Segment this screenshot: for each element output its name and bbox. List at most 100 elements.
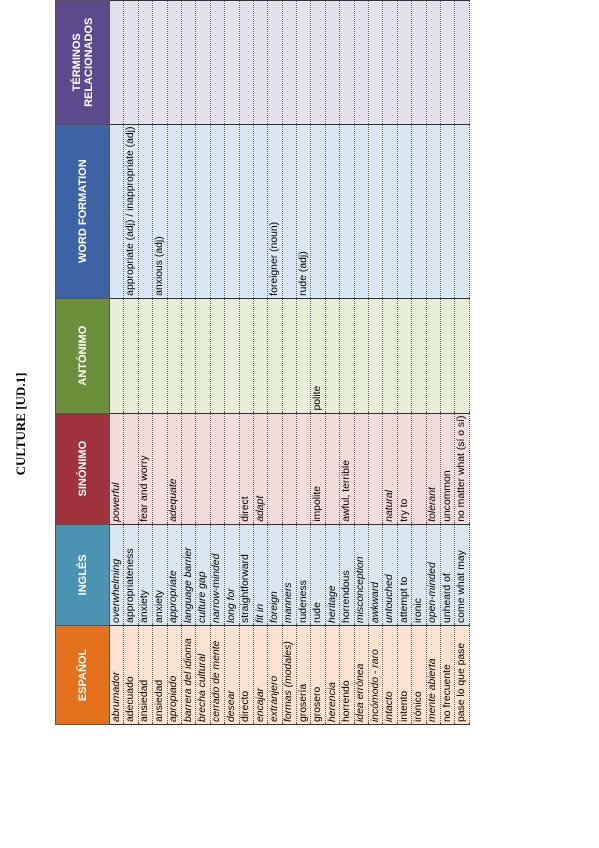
cell-ingles: rudeness (296, 524, 311, 626)
table-row: no frecuente unheard of uncommon (440, 0, 455, 725)
cell-sinonimo: fear and worry (138, 413, 153, 525)
cell-sinonimo (354, 413, 369, 525)
cell-terminos (282, 0, 297, 125)
cell-terminos (454, 0, 470, 125)
header-terminos-relacionados: TÉRMINOS RELACIONADOS (55, 0, 110, 125)
cell-sinonimo: no matter what (sí o sí) (454, 413, 470, 525)
cell-sinonimo (267, 413, 283, 525)
cell-ingles: untouched (382, 524, 398, 626)
cell-ingles: foreign (267, 524, 283, 626)
cell-sinonimo (368, 413, 383, 525)
cell-sinonimo: adequate (167, 413, 182, 525)
cell-word-formation (440, 124, 455, 299)
cell-antonimo (397, 298, 412, 414)
cell-antonimo (267, 298, 283, 414)
cell-word-formation (195, 124, 211, 299)
cell-terminos (382, 0, 398, 125)
cell-word-formation: foreigner (noun) (267, 124, 283, 299)
cell-word-formation (239, 124, 254, 299)
cell-word-formation (109, 124, 124, 299)
cell-sinonimo: uncommon (440, 413, 455, 525)
table-header-row: ESPAÑOL INGLÉS SINÓNIMO ANTÓNIMO WORD FO… (55, 0, 110, 725)
cell-antonimo (325, 298, 340, 414)
table-row: ansiedad anxiety fear and worry (138, 0, 153, 725)
cell-word-formation (339, 124, 355, 299)
cell-espanol: apropiado (167, 625, 182, 725)
cell-sinonimo: adapt (253, 413, 268, 525)
cell-word-formation (382, 124, 398, 299)
cell-ingles: fit in (253, 524, 268, 626)
cell-sinonimo (152, 413, 168, 525)
cell-antonimo (123, 298, 139, 414)
cell-sinonimo (195, 413, 211, 525)
cell-antonimo (339, 298, 355, 414)
cell-antonimo (282, 298, 297, 414)
cell-terminos (368, 0, 383, 125)
cell-espanol: barrera del idioma (181, 625, 196, 725)
cell-espanol: abrumador (109, 625, 124, 725)
cell-word-formation: rude (adj) (296, 124, 311, 299)
cell-terminos (224, 0, 240, 125)
vocabulary-table: ESPAÑOL INGLÉS SINÓNIMO ANTÓNIMO WORD FO… (55, 0, 470, 725)
cell-antonimo (109, 298, 124, 414)
cell-word-formation (354, 124, 369, 299)
cell-sinonimo (411, 413, 427, 525)
cell-ingles: narrow-minded (210, 524, 225, 626)
cell-espanol: cerrado de mente (210, 625, 225, 725)
table-row: encajar fit in adapt (253, 0, 268, 725)
cell-terminos (339, 0, 355, 125)
cell-antonimo (411, 298, 427, 414)
cell-ingles: long for (224, 524, 240, 626)
table-row: idea errónea misconception (354, 0, 369, 725)
table-row: desear long for (224, 0, 240, 725)
cell-sinonimo (224, 413, 240, 525)
cell-word-formation (138, 124, 153, 299)
cell-espanol: intento (397, 625, 412, 725)
cell-word-formation (224, 124, 240, 299)
header-sinonimo: SINÓNIMO (55, 413, 110, 525)
cell-terminos (152, 0, 168, 125)
cell-antonimo (382, 298, 398, 414)
table-row: mente abierta open-minded tolerant (426, 0, 441, 725)
table-row: directo straightforward direct (239, 0, 254, 725)
cell-espanol: no frecuente (440, 625, 455, 725)
cell-ingles: misconception (354, 524, 369, 626)
cell-espanol: formas (modales) (282, 625, 297, 725)
cell-antonimo (167, 298, 182, 414)
cell-espanol: irónico (411, 625, 427, 725)
cell-ingles: come what may (454, 524, 470, 626)
cell-terminos (253, 0, 268, 125)
cell-terminos (426, 0, 441, 125)
cell-terminos (138, 0, 153, 125)
cell-espanol: desear (224, 625, 240, 725)
table-row: grosería rudeness rude (adj) (296, 0, 311, 725)
cell-sinonimo: tolerant (426, 413, 441, 525)
cell-word-formation (397, 124, 412, 299)
cell-ingles: anxiety (138, 524, 153, 626)
table-row: grosero rude impolite polite (310, 0, 326, 725)
cell-word-formation (167, 124, 182, 299)
cell-ingles: anxiety (152, 524, 168, 626)
cell-sinonimo: awful, terrible (339, 413, 355, 525)
cell-espanol: grosero (310, 625, 326, 725)
cell-antonimo (296, 298, 311, 414)
table-row: formas (modales) manners (282, 0, 297, 725)
cell-terminos (167, 0, 182, 125)
cell-espanol: mente abierta (426, 625, 441, 725)
cell-ingles: language barrier (181, 524, 196, 626)
cell-word-formation (325, 124, 340, 299)
cell-espanol: grosería (296, 625, 311, 725)
table-row: barrera del idioma language barrier (181, 0, 196, 725)
table-row: incómodo - raro awkward (368, 0, 383, 725)
cell-antonimo (354, 298, 369, 414)
table-row: apropiado appropriate adequate (167, 0, 182, 725)
cell-word-formation (310, 124, 326, 299)
header-espanol: ESPAÑOL (55, 625, 110, 725)
cell-ingles: straightforward (239, 524, 254, 626)
cell-ingles: ironic (411, 524, 427, 626)
cell-espanol: intacto (382, 625, 398, 725)
cell-terminos (296, 0, 311, 125)
table-row: irónico ironic (411, 0, 427, 725)
cell-sinonimo: impolite (310, 413, 326, 525)
